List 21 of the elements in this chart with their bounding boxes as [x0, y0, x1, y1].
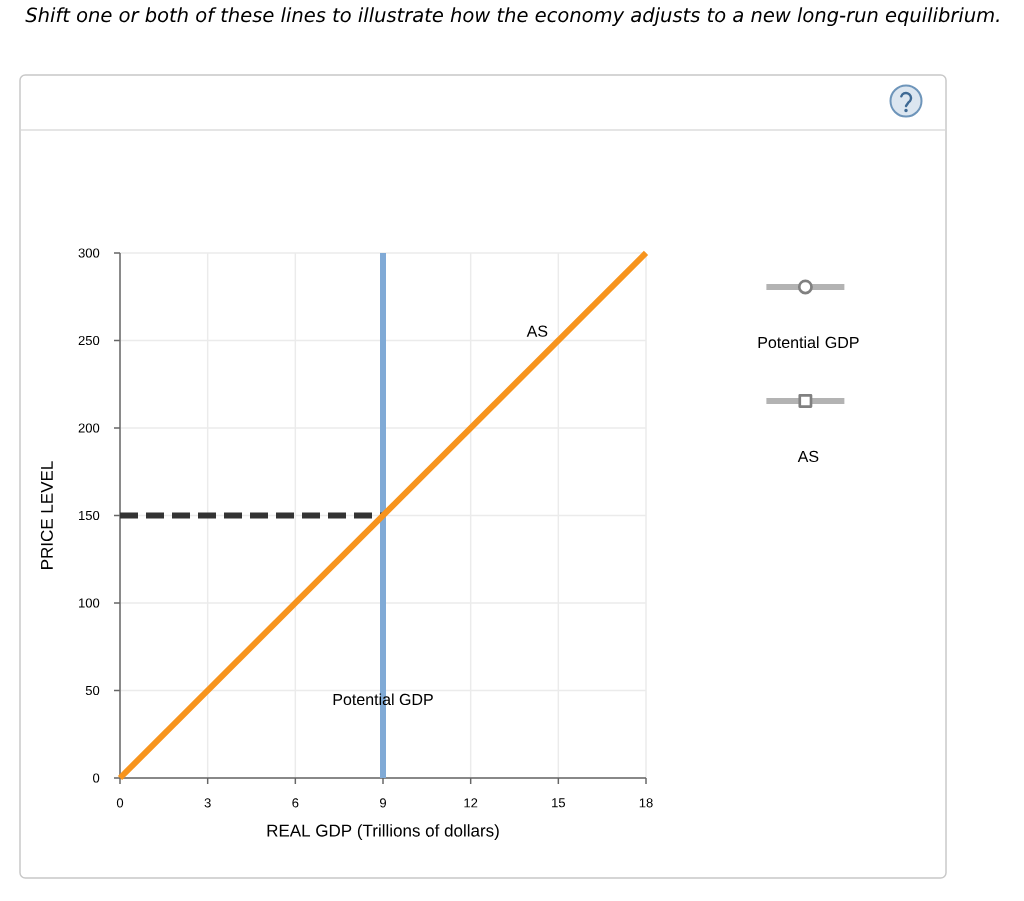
y-tick-label: 0 [93, 773, 100, 783]
x-axis-title: REAL GDP (Trillions of dollars) [267, 824, 499, 840]
x-tick-label: 15 [552, 798, 566, 808]
y-tick-label: 250 [78, 335, 100, 346]
series-label: Potential GDP [333, 693, 433, 706]
y-tick-label: 50 [85, 685, 100, 696]
chart-title: Shift one or both of these lines to illustrate how the economy adjusts to a new long-run equilibrium. [25, 7, 999, 27]
y-tick-label: 200 [78, 423, 100, 433]
x-tick-label: 12 [464, 798, 478, 808]
y-tick-label: 300 [78, 248, 100, 258]
text: Potential GDP [758, 336, 859, 349]
y-tick-label: 100 [79, 598, 100, 608]
x-tick-label: 18 [639, 798, 653, 808]
x-tick-label: 6 [292, 798, 299, 808]
x-tick-label: 3 [204, 798, 211, 808]
y-axis-title: PRICE LEVEL [40, 461, 53, 569]
series-label: AS [526, 325, 548, 337]
x-tick-label: 9 [380, 798, 386, 808]
x-tick-label: 0 [116, 798, 124, 808]
text: AS [797, 450, 819, 463]
y-tick-label: 150 [79, 510, 100, 521]
